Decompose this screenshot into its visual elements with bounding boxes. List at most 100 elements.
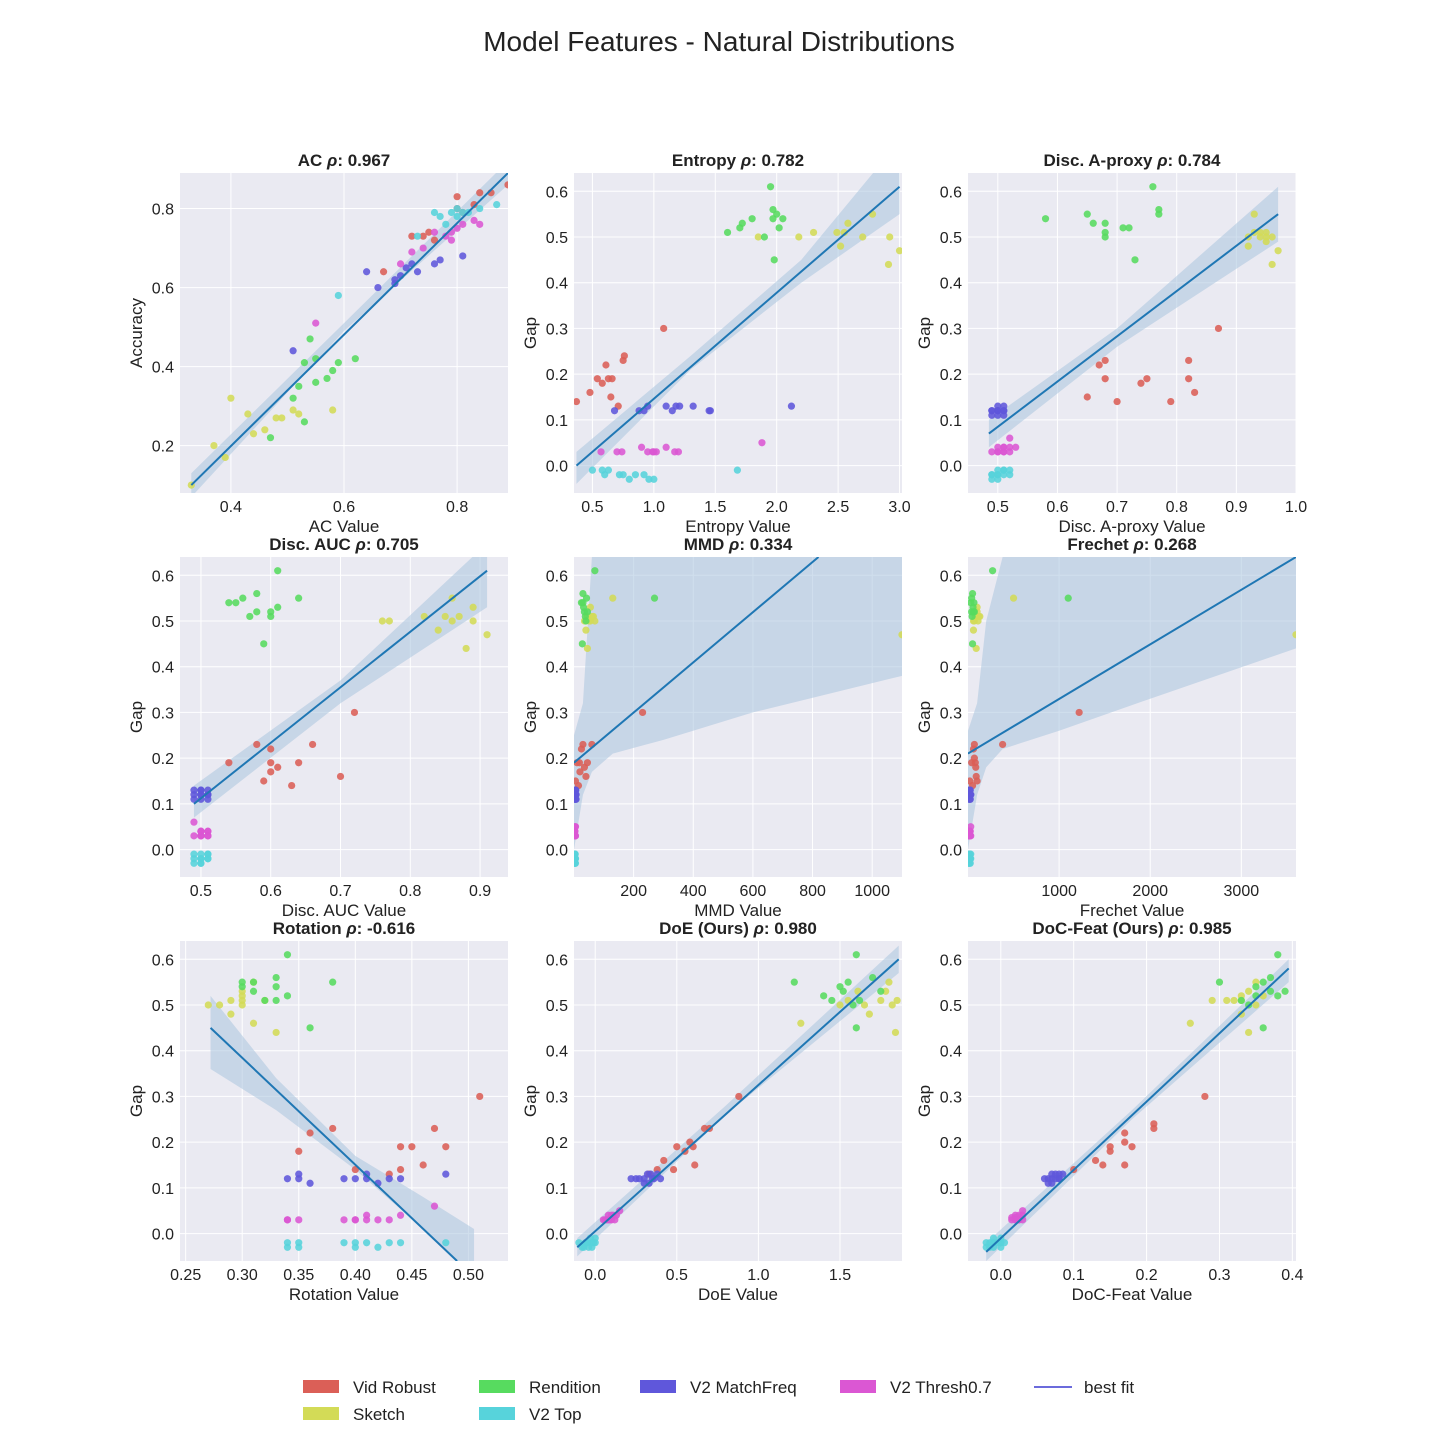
series-vid-robust xyxy=(1083,324,1223,406)
series-v2-top xyxy=(588,466,741,483)
data-point xyxy=(442,220,450,228)
tick-labels: 1000 2000 3000 0.0 0.1 0.2 0.3 0.4 0.5 0.6 xyxy=(940,568,1259,900)
data-point xyxy=(988,448,996,456)
subplot-9: 0.0 0.1 0.2 0.3 0.4 0.0 0.1 0.2 0.3 0.4 0.5 0.6 DoC-… xyxy=(915,919,1304,1304)
data-point xyxy=(673,1143,681,1151)
data-point xyxy=(483,631,491,639)
x-tick-label: 1.0 xyxy=(747,1267,769,1284)
rho-value: : -0.616 xyxy=(357,919,416,938)
legend-label: Sketch xyxy=(353,1405,405,1424)
data-point xyxy=(994,448,1002,456)
data-point xyxy=(970,740,978,749)
data-point xyxy=(1245,1028,1253,1037)
data-point xyxy=(385,1216,393,1224)
rho-value: : 0.705 xyxy=(366,535,419,554)
data-point xyxy=(408,232,416,240)
data-point xyxy=(272,996,280,1005)
data-point xyxy=(836,242,845,250)
subplot-3: 0.5 0.6 0.7 0.8 0.9 1.00.00.10.20.30.40.50.6D… xyxy=(915,151,1307,536)
data-point xyxy=(1185,356,1193,365)
data-point xyxy=(215,1001,224,1009)
data-point xyxy=(312,319,320,327)
series-v2-top xyxy=(575,1234,599,1251)
data-point xyxy=(267,768,275,776)
data-point xyxy=(190,832,198,840)
data-point xyxy=(453,224,461,232)
legend-item-best-fit: best fit xyxy=(1034,1378,1134,1397)
confidence-band xyxy=(191,173,508,493)
y-tick-label: 0.0 xyxy=(546,1227,568,1244)
data-point xyxy=(637,443,646,451)
data-point xyxy=(1064,594,1072,602)
data-point xyxy=(274,763,282,771)
rho-symbol: ρ xyxy=(1167,919,1178,938)
fit-line xyxy=(574,557,820,764)
data-point xyxy=(434,626,442,634)
y-tick-label: 0.3 xyxy=(940,705,962,722)
gridlines xyxy=(968,173,1297,493)
data-point xyxy=(238,992,246,1000)
series-v2-matchfreq xyxy=(1040,1170,1067,1187)
data-point xyxy=(274,603,282,611)
data-point xyxy=(994,466,1002,474)
data-point xyxy=(340,1216,348,1224)
data-point xyxy=(997,1243,1005,1251)
data-point xyxy=(197,786,205,794)
data-point xyxy=(609,594,617,602)
x-tick-label: 600 xyxy=(740,883,767,900)
data-point xyxy=(430,1202,439,1210)
y-tick-label: 0.6 xyxy=(940,952,962,969)
data-point xyxy=(402,264,410,272)
y-axis-label: Gap xyxy=(915,701,934,733)
y-tick-label: 0.3 xyxy=(546,1089,568,1106)
data-point xyxy=(1237,996,1245,1005)
legend: Vid Robust Rendition V2 MatchFreq V2 Thresh… xyxy=(303,1378,1134,1424)
data-point xyxy=(643,1170,652,1178)
data-point xyxy=(340,1239,348,1247)
data-point xyxy=(295,1216,303,1224)
data-point xyxy=(1223,996,1231,1005)
data-point xyxy=(396,1165,405,1174)
x-tick-label: 800 xyxy=(799,883,826,900)
rho-symbol: ρ xyxy=(326,151,337,170)
data-point xyxy=(295,1170,303,1178)
data-point xyxy=(374,1243,382,1251)
plot-area xyxy=(180,941,508,1261)
y-axis-label: Gap xyxy=(521,701,540,733)
x-tick-label: 0.8 xyxy=(1166,499,1188,516)
y-tick-label: 0.4 xyxy=(152,360,174,377)
legend-label: Rendition xyxy=(529,1378,601,1397)
legend-color-swatch xyxy=(303,1380,339,1393)
data-point xyxy=(210,441,218,450)
plot-content xyxy=(982,951,1290,1261)
data-point xyxy=(608,375,616,383)
series-v2-thresh0-7 xyxy=(312,216,484,327)
data-point xyxy=(1083,393,1091,401)
y-tick-label: 0.0 xyxy=(940,459,962,476)
data-point xyxy=(1101,356,1109,365)
y-tick-label: 0.6 xyxy=(546,184,568,201)
y-tick-label: 0.2 xyxy=(152,751,174,768)
data-point xyxy=(1191,388,1199,397)
data-point xyxy=(884,260,893,269)
data-point xyxy=(441,612,449,621)
data-point xyxy=(869,973,877,982)
legend-color-swatch xyxy=(479,1380,515,1393)
y-tick-label: 0.4 xyxy=(940,1044,962,1061)
data-point xyxy=(669,1165,678,1174)
data-point xyxy=(329,978,337,986)
data-point xyxy=(689,402,697,410)
data-point xyxy=(351,1216,359,1224)
series-v2-matchfreq xyxy=(190,786,212,803)
y-tick-label: 0.5 xyxy=(546,230,568,247)
subplot-2: 0.5 1.0 1.5 2.0 2.5 3.0 0.0 0.1 0.2 0.3 0.4 0.5 0.6 E… xyxy=(521,151,911,536)
confidence-band xyxy=(576,173,900,484)
data-point xyxy=(723,228,732,237)
data-point xyxy=(197,859,205,867)
data-point xyxy=(363,1239,371,1247)
y-tick-label: 0.6 xyxy=(152,952,174,969)
data-point xyxy=(470,201,478,209)
rho-value: : 0.985 xyxy=(1179,919,1232,938)
data-point xyxy=(760,233,769,241)
data-point xyxy=(1185,375,1193,383)
